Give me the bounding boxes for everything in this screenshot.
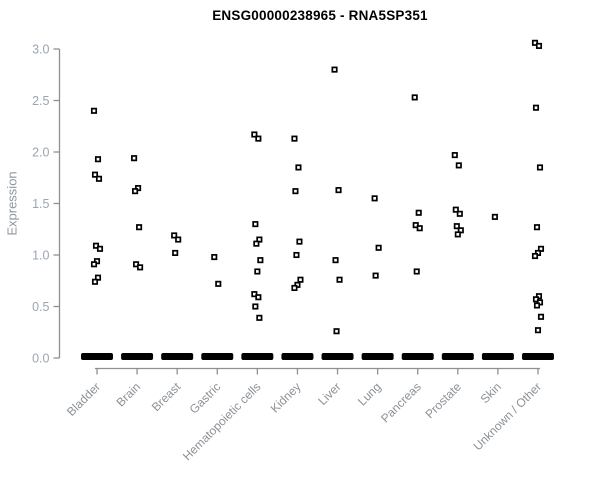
data-point <box>90 107 98 114</box>
data-point <box>451 152 458 159</box>
data-point <box>533 224 541 231</box>
data-point <box>252 303 259 310</box>
data-point <box>95 175 103 182</box>
y-tick-label: 0.0 <box>32 352 49 366</box>
data-point <box>251 131 258 138</box>
zero-expression-cluster <box>361 353 394 360</box>
category-label: Breast <box>149 379 184 414</box>
data-point <box>297 276 304 283</box>
zero-expression-cluster <box>321 353 354 360</box>
data-point <box>454 231 461 238</box>
data-point <box>136 224 143 231</box>
data-point <box>96 245 104 252</box>
zero-expression-cluster <box>201 353 234 360</box>
data-point <box>295 164 302 171</box>
data-point <box>455 162 462 169</box>
category-label: Liver <box>315 380 343 408</box>
y-tick-label: 2.5 <box>32 94 49 108</box>
data-point <box>335 187 342 194</box>
data-point <box>412 222 419 229</box>
zero-expression-cluster <box>441 353 474 360</box>
data-point <box>532 296 540 303</box>
data-point <box>254 268 261 275</box>
data-point <box>92 242 100 249</box>
data-point <box>257 257 264 264</box>
data-point <box>131 155 138 162</box>
category-label: Prostate <box>422 380 464 422</box>
data-point <box>293 251 300 259</box>
y-tick-label: 3.0 <box>32 43 49 57</box>
data-point <box>453 223 460 230</box>
chart-title: ENSG00000238965 - RNA5SP351 <box>212 8 428 23</box>
data-point <box>256 314 263 321</box>
data-point <box>133 261 140 268</box>
zero-expression-cluster <box>521 353 554 360</box>
data-point <box>172 249 179 256</box>
data-point <box>296 238 303 245</box>
zero-expression-cluster <box>81 353 113 360</box>
data-point <box>252 221 259 228</box>
data-point <box>532 104 540 111</box>
data-point <box>533 302 541 309</box>
zero-expression-cluster <box>481 353 514 360</box>
category-label: Gastric <box>187 380 224 417</box>
data-point <box>94 156 102 163</box>
data-point <box>292 188 299 195</box>
data-point <box>333 328 340 335</box>
y-tick-label: 1.0 <box>32 249 49 263</box>
category-label: Bladder <box>64 380 103 419</box>
data-point <box>132 188 139 195</box>
data-point <box>255 135 262 142</box>
data-point <box>452 206 459 213</box>
data-point <box>175 236 182 243</box>
zero-expression-cluster <box>241 353 274 360</box>
y-tick-label: 0.5 <box>32 300 49 314</box>
y-tick-label: 1.5 <box>32 197 49 211</box>
data-point <box>253 240 260 247</box>
data-point <box>331 66 338 73</box>
zero-expression-cluster <box>161 353 194 360</box>
data-point <box>536 164 544 171</box>
data-point <box>251 291 258 298</box>
category-label: Pancreas <box>378 380 424 426</box>
data-point <box>375 244 382 251</box>
category-label: Brain <box>114 380 144 410</box>
zero-expression-cluster <box>281 353 314 360</box>
data-point <box>411 94 418 101</box>
data-point <box>456 210 463 217</box>
data-point <box>416 225 423 232</box>
data-point <box>531 39 539 46</box>
category-label: Lung <box>355 380 384 409</box>
data-point <box>91 278 99 285</box>
data-point <box>372 272 379 279</box>
data-point <box>291 284 298 292</box>
data-point <box>413 268 420 275</box>
data-point <box>211 254 218 261</box>
zero-expression-cluster <box>401 353 434 360</box>
data-point <box>255 294 262 301</box>
category-label: Skin <box>478 380 504 406</box>
data-point <box>531 252 539 260</box>
data-point <box>537 313 545 320</box>
zero-expression-cluster <box>121 353 154 360</box>
category-label: Unknown / Other <box>471 380 545 454</box>
data-point <box>332 257 339 264</box>
data-point <box>415 209 422 216</box>
data-point <box>535 42 543 49</box>
data-point <box>336 276 343 283</box>
data-point <box>291 135 298 142</box>
data-point <box>171 232 178 239</box>
y-tick-label: 2.0 <box>32 146 49 160</box>
category-label: Kidney <box>268 380 304 416</box>
data-point <box>137 264 144 271</box>
data-point <box>91 171 99 178</box>
category-label: Hematopoietic cells <box>180 380 263 463</box>
data-point <box>215 280 222 287</box>
data-point <box>90 261 98 268</box>
data-point <box>491 213 498 220</box>
data-point <box>371 195 378 202</box>
data-point <box>534 327 542 334</box>
